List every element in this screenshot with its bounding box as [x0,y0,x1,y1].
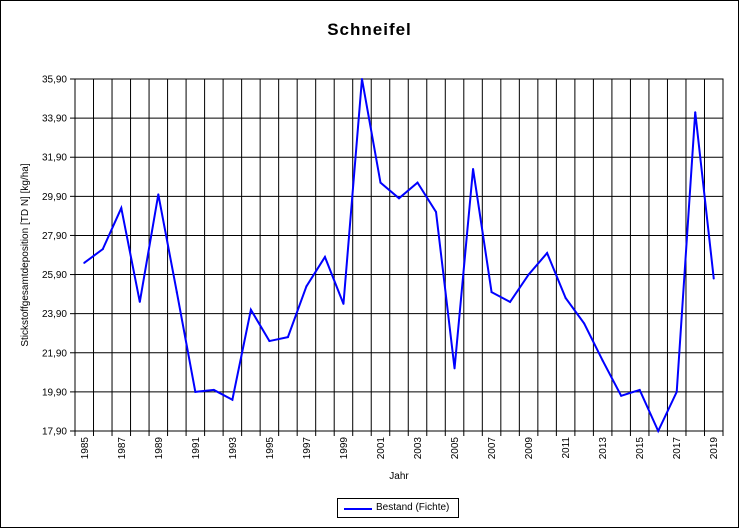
data-point [509,300,512,303]
x-tick-label: 2007 [487,437,498,460]
legend-line-swatch [344,508,372,510]
x-axis-label: Jahr [389,471,409,482]
data-point [620,394,623,397]
y-tick-label: 35,90 [42,75,67,86]
legend-label: Bestand (Fichte) [376,502,450,513]
y-tick-label: 29,90 [42,192,67,203]
data-point [379,181,382,184]
x-axis-ticks: 1985 1987 1989 1991 1993 1995 1997 1999 2001 2003… [74,431,724,460]
data-point [472,167,475,170]
x-tick-label: 2013 [598,437,609,460]
data-point [490,291,493,294]
y-tick-label: 19,90 [42,387,67,398]
data-point [268,340,271,343]
y-tick-label: 27,90 [42,231,67,242]
x-tick-label: 1987 [117,437,128,460]
x-tick-label: 1995 [265,437,276,460]
data-point [657,430,660,432]
data-point [342,302,345,305]
y-tick-label: 25,90 [42,270,67,281]
x-tick-label: 2015 [635,437,646,460]
data-point [453,367,456,370]
data-point [212,388,215,391]
data-point [398,197,400,200]
data-point [435,210,438,213]
data-point [583,322,586,325]
data-point [101,248,104,251]
data-point [638,388,641,391]
y-tick-label: 31,90 [42,153,67,164]
data-point [175,291,178,294]
data-point [564,297,567,300]
data-point [120,207,123,210]
data-point [83,261,86,264]
y-axis-ticks: 17,90 19,90 21,90 23,90 25,90 27,90 29,90 31,90… [42,75,75,438]
data-point [675,390,678,393]
x-tick-label: 2017 [672,437,683,460]
x-tick-label: 1985 [80,437,91,460]
x-tick-label: 1993 [228,437,239,460]
data-point [546,252,549,255]
data-point [601,359,604,362]
data-point [231,398,234,401]
data-point [712,277,715,280]
data-point [305,285,308,288]
data-point [323,255,326,258]
plot-area [74,78,724,432]
x-tick-label: 2001 [376,437,387,460]
series-line [83,78,715,434]
horizontal-gridlines [75,78,723,432]
data-point [416,181,419,184]
x-tick-label: 2005 [450,437,461,460]
y-axis-label: Stickstoffgesamtdeposition [TD N] [kg/ha… [20,163,31,346]
data-point [360,78,363,80]
data-point [194,390,197,393]
data-point [157,193,160,196]
y-tick-label: 33,90 [42,114,67,125]
x-tick-label: 1997 [302,437,313,460]
data-point [694,111,697,114]
x-tick-label: 2019 [709,437,720,460]
legend: Bestand (Fichte) [337,498,459,518]
y-tick-label: 17,90 [42,427,67,438]
data-point [527,273,530,276]
vertical-gridlines [93,79,705,431]
data-point [286,336,289,339]
series-layer [83,78,715,434]
x-tick-label: 1999 [339,437,350,460]
y-tick-label: 21,90 [42,348,67,359]
chart-title: Schneifel [327,20,412,39]
x-tick-label: 1991 [191,437,202,460]
y-tick-label: 23,90 [42,309,67,320]
x-tick-label: 2011 [561,437,572,459]
data-point [249,308,252,311]
data-point [138,300,141,303]
x-tick-label: 2009 [524,437,535,460]
x-tick-label: 2003 [413,437,424,460]
x-tick-label: 1989 [154,437,165,460]
